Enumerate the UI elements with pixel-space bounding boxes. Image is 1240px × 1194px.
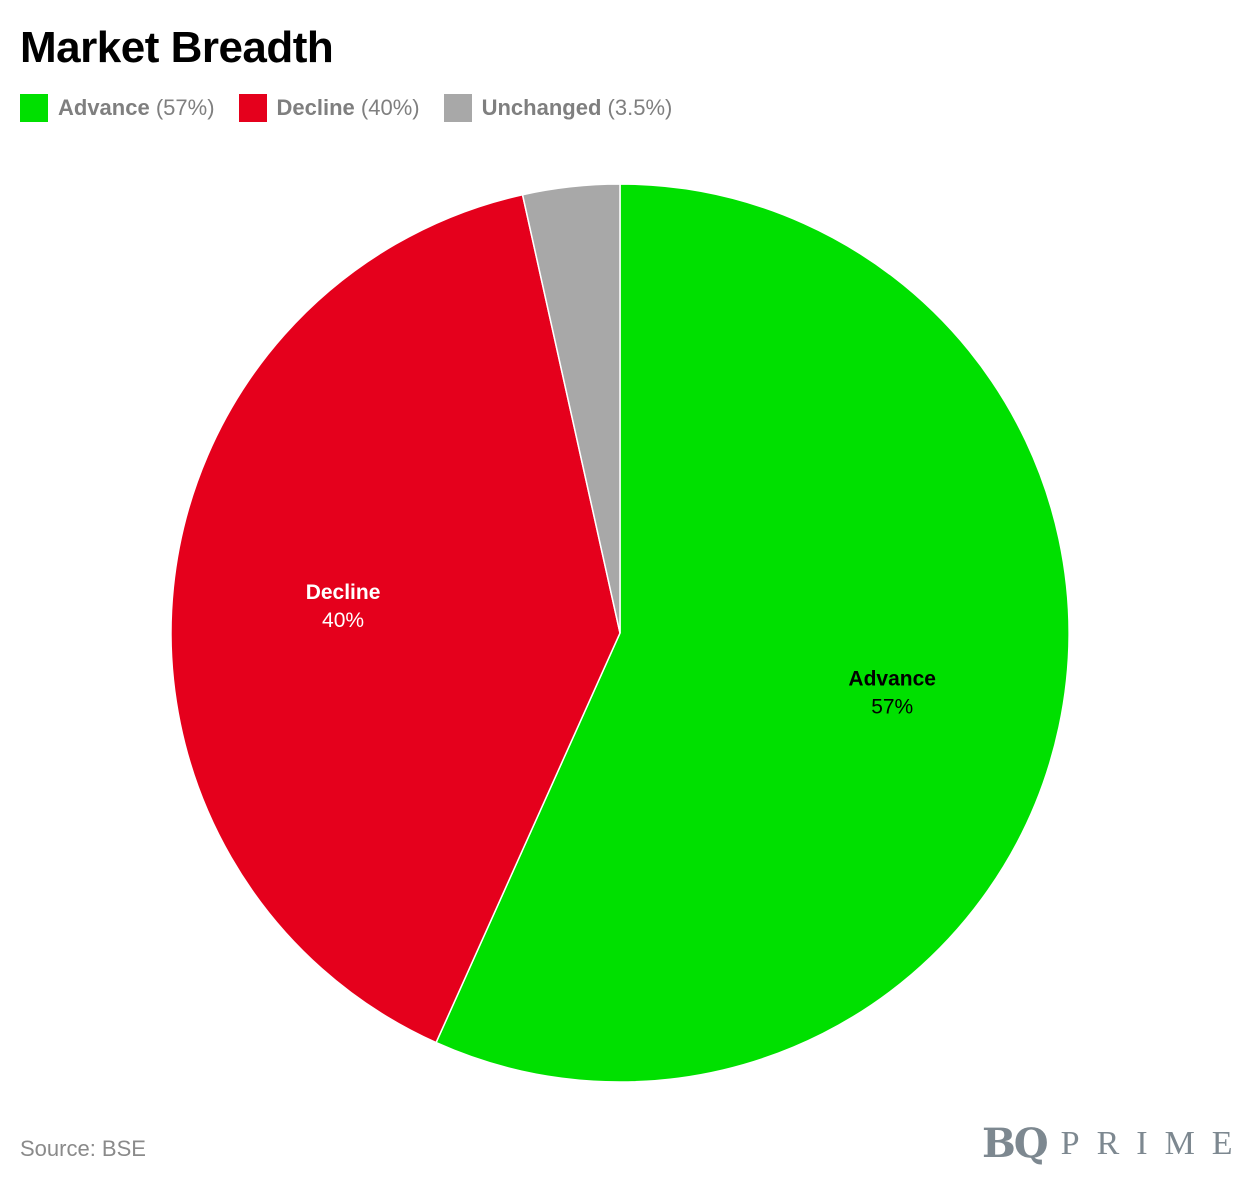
legend-pct-advance: (57%) xyxy=(155,95,215,120)
logo-bq: BQ xyxy=(982,1120,1049,1167)
legend-label-decline: Decline xyxy=(276,95,355,120)
slice-label-decline: Decline xyxy=(306,581,381,604)
logo-prime: PRIME xyxy=(1060,1125,1240,1162)
chart-title: Market Breadth xyxy=(20,23,334,72)
legend-item-advance: Advance (57%) xyxy=(20,94,215,122)
source-note: Source: BSE xyxy=(20,1136,146,1161)
legend-pct-unchanged: (3.5%) xyxy=(607,95,673,120)
legend-label-unchanged: Unchanged xyxy=(481,95,602,120)
pie-slice-decline xyxy=(170,193,621,1044)
bq-prime-logo: BQ PRIME xyxy=(982,1118,1233,1170)
slice-label-advance: Advance xyxy=(848,667,936,690)
pie-slice-unchanged xyxy=(521,183,621,634)
legend-item-unchanged: Unchanged (3.5%) xyxy=(443,94,673,122)
legend-swatch-decline xyxy=(238,94,267,122)
slice-value-advance: 57% xyxy=(871,695,913,718)
pie-slice-advance xyxy=(435,183,1070,1083)
chart-legend: Advance (57%) Decline (40%) Unchanged (3… xyxy=(20,94,672,122)
legend-swatch-advance xyxy=(20,94,48,122)
legend-pct-decline: (40%) xyxy=(360,95,420,120)
slice-value-decline: 40% xyxy=(322,609,364,632)
legend-item-decline: Decline (40%) xyxy=(238,94,420,122)
legend-label-advance: Advance xyxy=(58,95,150,120)
legend-swatch-unchanged xyxy=(443,94,472,122)
